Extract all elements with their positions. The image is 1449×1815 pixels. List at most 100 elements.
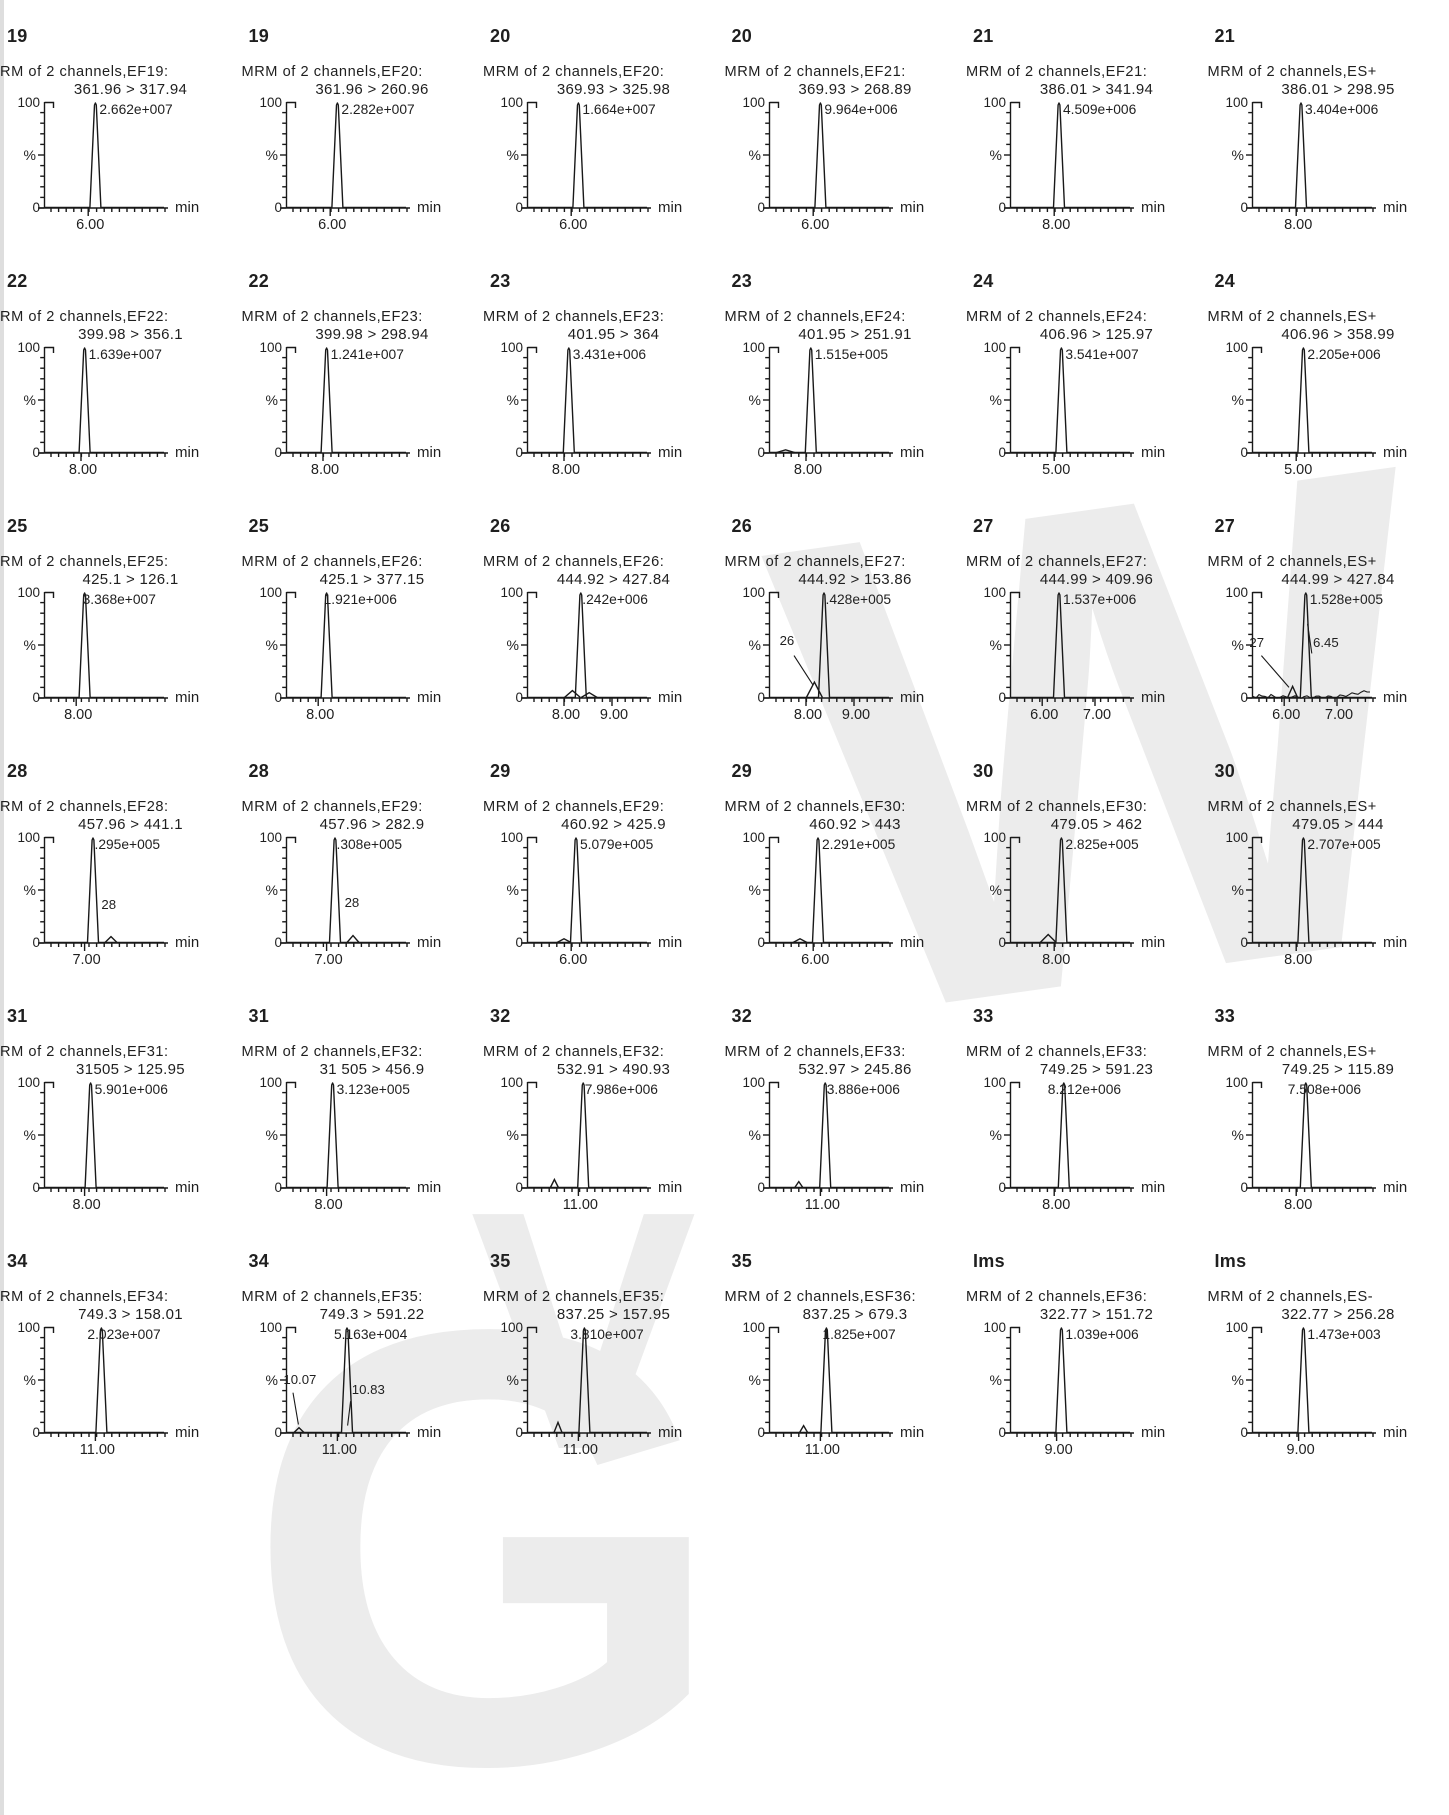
x-axis-unit-label: min bbox=[417, 934, 441, 951]
x-axis-unit-label: min bbox=[658, 199, 682, 216]
chromatogram-panel: 24 MRM of 2 channels,ES+ 406.96 > 358.99 10… bbox=[1208, 251, 1449, 496]
y-axis-max-label: 100 bbox=[17, 1321, 40, 1335]
panel-header: RM of 2 channels,EF28: bbox=[0, 799, 169, 815]
chromatogram-panel: 19 RM of 2 channels,EF19: 361.96 > 317.94 1… bbox=[0, 6, 242, 251]
panel-label: 22 bbox=[7, 271, 28, 291]
scan-edge-strip bbox=[0, 0, 4, 1815]
peak-annotation: 26 bbox=[779, 633, 794, 648]
y-axis-percent-label: % bbox=[748, 392, 760, 408]
y-axis-percent-label: % bbox=[24, 1127, 36, 1143]
y-axis-max-label: 100 bbox=[742, 1321, 765, 1335]
x-axis-unit-label: min bbox=[658, 1179, 682, 1196]
chromatogram-panel: 27 MRM of 2 channels,EF27: 444.99 > 409.96… bbox=[966, 496, 1208, 741]
chromatogram-panel: 29 MRM of 2 channels,EF30: 460.92 > 443 100… bbox=[725, 741, 967, 986]
chromatogram-plot: 100 0% min 11.00 3.886e+006 bbox=[742, 1076, 924, 1213]
y-axis-zero-label: 0 bbox=[515, 200, 523, 215]
transition-label: 425.1 > 126.1 bbox=[82, 571, 179, 588]
y-axis-max-label: 100 bbox=[500, 831, 523, 845]
chromatogram-plot: 100 0% min 8.00 1.515e+005 bbox=[742, 341, 924, 478]
chromatogram-panel: 21 MRM of 2 channels,EF21: 386.01 > 341.94… bbox=[966, 6, 1208, 251]
panel-label: 22 bbox=[248, 271, 270, 291]
panel-header: RM of 2 channels,EF25: bbox=[0, 554, 169, 570]
chromatogram-panel: 31 MRM of 2 channels,EF32: 31 505 > 456.9 1… bbox=[242, 986, 484, 1231]
x-axis-unit-label: min bbox=[900, 689, 924, 706]
chromatogram-panel: 26 MRM of 2 channels,EF27: 444.92 > 153.86… bbox=[725, 496, 967, 741]
chromatogram-plot: 100 0% min 8.00 8.212e+006 bbox=[983, 1076, 1165, 1213]
panel-label: 32 bbox=[490, 1006, 511, 1026]
transition-label: 457.96 > 282.9 bbox=[319, 816, 425, 833]
chromatogram-panel: 29 MRM of 2 channels,EF29: 460.92 > 425.9 1… bbox=[483, 741, 725, 986]
x-axis-unit-label: min bbox=[175, 1424, 199, 1441]
y-axis-max-label: 100 bbox=[259, 831, 282, 845]
y-axis-zero-label: 0 bbox=[1240, 935, 1248, 950]
y-axis-zero-label: 0 bbox=[274, 1425, 282, 1440]
chromatogram-panel: 24 MRM of 2 channels,EF24: 406.96 > 125.97… bbox=[966, 251, 1208, 496]
chromatogram-panel: 20 MRM of 2 channels,EF21: 369.93 > 268.89… bbox=[725, 6, 967, 251]
x-tick-label: 5.00 bbox=[1284, 462, 1312, 478]
transition-label: 460.92 > 443 bbox=[809, 816, 901, 833]
y-axis-percent-label: % bbox=[1231, 637, 1243, 653]
x-axis-unit-label: min bbox=[1383, 1179, 1407, 1196]
chromatogram-panel: 35 MRM of 2 channels,EF35: 837.25 > 157.95… bbox=[483, 1231, 725, 1476]
y-axis-max-label: 100 bbox=[259, 341, 282, 355]
peak-annotation: 28 bbox=[344, 895, 359, 910]
chromatogram-panel: Ims MRM of 2 channels,ES- 322.77 > 256.28 1… bbox=[1208, 1231, 1449, 1476]
y-axis-zero-label: 0 bbox=[1240, 445, 1248, 460]
transition-label: 425.1 > 377.15 bbox=[319, 571, 425, 588]
x-axis-unit-label: min bbox=[900, 1179, 924, 1196]
y-axis-max-label: 100 bbox=[17, 831, 40, 845]
x-tick-label: 8.00 bbox=[1042, 952, 1070, 968]
y-axis-zero-label: 0 bbox=[998, 935, 1006, 950]
chromatogram-panel: 25 RM of 2 channels,EF25: 425.1 > 126.1 100… bbox=[0, 496, 242, 741]
chromatogram-panel: 32 MRM of 2 channels,EF33: 532.97 > 245.86… bbox=[725, 986, 967, 1231]
watermark-letter: G bbox=[245, 1202, 728, 1815]
x-tick-label: 8.00 bbox=[72, 1197, 100, 1213]
intensity-label: 3.810e+007 bbox=[570, 1327, 643, 1342]
transition-label: 31505 > 125.95 bbox=[76, 1061, 185, 1078]
panel-header: MRM of 2 channels,ES+ bbox=[1207, 799, 1377, 815]
transition-label: 322.77 > 256.28 bbox=[1281, 1306, 1395, 1323]
chromatogram-plot: 100 0% min 6.00 7.00 1.537e+006 bbox=[983, 586, 1165, 723]
panel-header: MRM of 2 channels,EF30: bbox=[966, 799, 1148, 815]
chromatogram-plot: 100 0% min 6.00 9.964e+006 bbox=[742, 96, 924, 233]
panel-header: MRM of 2 channels,EF24: bbox=[966, 309, 1148, 325]
intensity-label: .295e+005 bbox=[95, 837, 161, 852]
y-axis-max-label: 100 bbox=[742, 831, 765, 845]
x-tick-label: 6.00 bbox=[559, 217, 587, 233]
y-axis-percent-label: % bbox=[990, 392, 1002, 408]
transition-label: 361.96 > 260.96 bbox=[315, 81, 429, 98]
y-axis-percent-label: % bbox=[265, 882, 277, 898]
panel-label: 28 bbox=[248, 761, 270, 781]
panel-header: MRM of 2 channels,EF29: bbox=[483, 799, 665, 815]
transition-label: 749.25 > 591.23 bbox=[1039, 1061, 1154, 1078]
chromatogram-panel: 22 RM of 2 channels,EF22: 399.98 > 356.1 10… bbox=[0, 251, 242, 496]
intensity-label: 1.039e+006 bbox=[1065, 1327, 1139, 1342]
y-axis-zero-label: 0 bbox=[1240, 690, 1248, 705]
transition-label: 401.95 > 251.91 bbox=[798, 326, 912, 343]
panel-label: 29 bbox=[490, 761, 511, 781]
x-tick-label: 6.00 bbox=[1030, 707, 1058, 723]
transition-label: 460.92 > 425.9 bbox=[561, 816, 666, 833]
intensity-label: 1.241e+007 bbox=[330, 347, 403, 362]
chromatogram-panel: 31 RM of 2 channels,EF31: 31505 > 125.95 10… bbox=[0, 986, 242, 1231]
panel-header: MRM of 2 channels,ES+ bbox=[1207, 554, 1377, 570]
chromatogram-grid: 19 RM of 2 channels,EF19: 361.96 > 317.94 1… bbox=[0, 6, 1449, 1476]
panel-header: MRM of 2 channels,EF32: bbox=[483, 1044, 665, 1060]
chromatogram-panel: 28 RM of 2 channels,EF28: 457.96 > 441.1 10… bbox=[0, 741, 242, 986]
x-tick-label: 9.00 bbox=[1044, 1442, 1072, 1458]
chromatogram-panel: 30 MRM of 2 channels,EF30: 479.05 > 462 100… bbox=[966, 741, 1208, 986]
y-axis-max-label: 100 bbox=[983, 831, 1006, 845]
y-axis-zero-label: 0 bbox=[998, 1180, 1006, 1195]
transition-label: 749.25 > 115.89 bbox=[1281, 1061, 1395, 1078]
panel-header: RM of 2 channels,EF34: bbox=[0, 1289, 169, 1305]
x-tick-label: 11.00 bbox=[563, 1442, 598, 1458]
chromatogram-panel: 30 MRM of 2 channels,ES+ 479.05 > 444 100 0%… bbox=[1208, 741, 1449, 986]
y-axis-zero-label: 0 bbox=[274, 445, 282, 460]
intensity-label: 2.282e+007 bbox=[341, 102, 414, 117]
chromatogram-plot: 100 0% min 6.00 5.079e+005 bbox=[500, 831, 682, 968]
y-axis-zero-label: 0 bbox=[1240, 200, 1248, 215]
y-axis-max-label: 100 bbox=[500, 586, 523, 600]
panel-label: 33 bbox=[973, 1006, 994, 1026]
x-axis-unit-label: min bbox=[658, 444, 682, 461]
y-axis-max-label: 100 bbox=[1225, 1321, 1248, 1335]
